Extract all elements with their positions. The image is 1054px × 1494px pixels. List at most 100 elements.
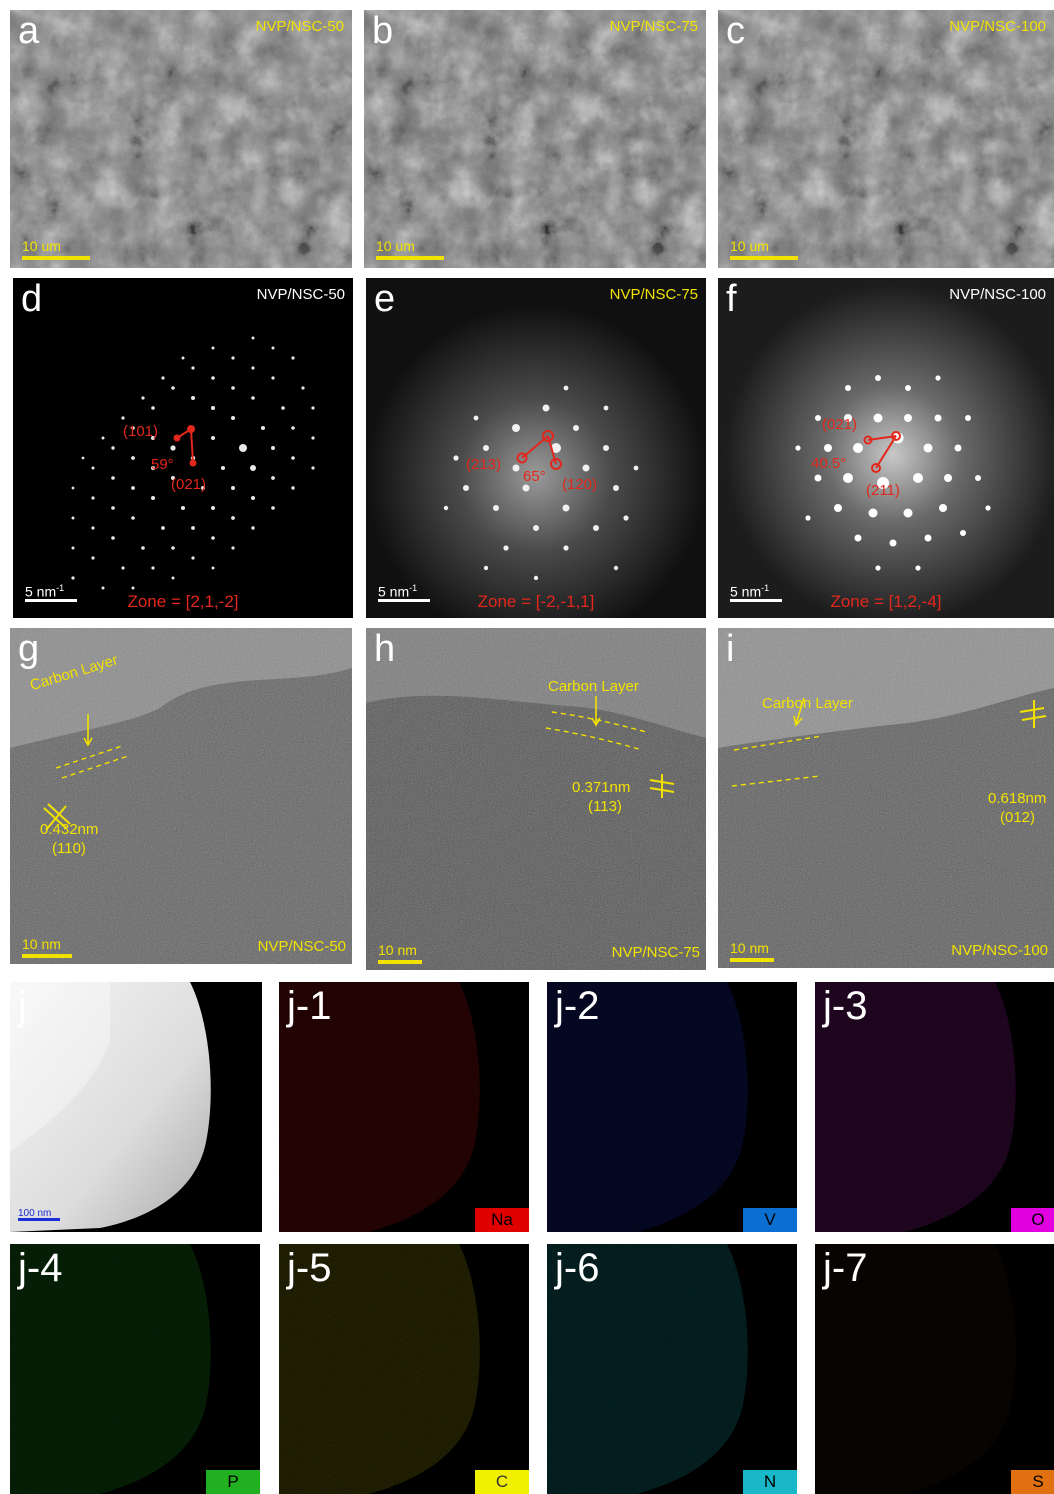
scale-bar-line: [730, 599, 782, 603]
diffraction-pattern-e: [366, 278, 706, 618]
panel-letter: d: [21, 278, 43, 320]
sample-label: NVP/NSC-75: [611, 944, 700, 961]
scale-label: 10 um: [376, 238, 415, 254]
panel-letter: c: [726, 10, 745, 52]
sample-label: NVP/NSC-100: [951, 942, 1048, 959]
sample-label: NVP/NSC-50: [256, 286, 345, 303]
scale-bar-line: [25, 599, 77, 603]
haadf-image: [10, 982, 262, 1232]
scale-bar: 10 nm: [378, 942, 422, 964]
lattice-plane-label: (113): [588, 798, 622, 815]
eds-map-2: j-2 V: [547, 982, 797, 1232]
saed-panel-f: f NVP/NSC-100 (021) 40.5° (211) 5 nm-1 Z…: [718, 278, 1054, 618]
carbon-layer-label: Carbon Layer: [762, 695, 853, 712]
panel-letter: h: [374, 628, 396, 670]
eds-map-6: j-6 N: [547, 1244, 797, 1494]
scale-bar: 5 nm-1: [378, 580, 430, 603]
sample-label: NVP/NSC-100: [949, 286, 1046, 303]
scale-bar-line: [18, 1218, 60, 1221]
element-map-image: [279, 982, 529, 1232]
hrtem-image-i: [718, 628, 1054, 968]
panel-letter: j-1: [287, 984, 332, 1028]
scale-bar-line: [376, 256, 444, 260]
angle-label: 59°: [151, 456, 174, 473]
panel-letter: j-7: [823, 1246, 868, 1290]
element-badge: C: [475, 1470, 529, 1494]
element-map-image: [815, 982, 1054, 1232]
panel-letter: f: [726, 278, 737, 320]
element-map-image: [279, 1244, 529, 1494]
scale-bar: 10 um: [376, 238, 444, 260]
spot-label-1: (021): [822, 416, 858, 433]
diffraction-pattern-d: [13, 278, 353, 618]
scale-label: 5 nm: [730, 584, 762, 600]
spot-label-2: (211): [866, 482, 900, 499]
angle-label: 65°: [523, 468, 546, 485]
scale-label: 10 um: [22, 238, 61, 254]
eds-map-7: j-7 S: [815, 1244, 1054, 1494]
element-badge: Na: [475, 1208, 529, 1232]
sem-image-b: [364, 10, 706, 268]
scale-bar: 100 nm: [18, 1206, 60, 1222]
element-badge: N: [743, 1470, 797, 1494]
scale-bar: 5 nm-1: [730, 580, 782, 603]
eds-map-3: j-3 O: [815, 982, 1054, 1232]
zone-axis-label: Zone = [1,2,-4]: [830, 592, 942, 611]
d-spacing-label: 0.618nm: [988, 790, 1047, 807]
element-map-image: [547, 1244, 797, 1494]
scale-label: 10 nm: [22, 936, 61, 952]
panel-letter: e: [374, 278, 396, 320]
sample-label: NVP/NSC-50: [255, 18, 344, 35]
eds-map-4: j-4 P: [10, 1244, 260, 1494]
d-spacing-label: 0.371nm: [572, 779, 631, 796]
sample-label: NVP/NSC-75: [609, 286, 698, 303]
element-map-image: [815, 1244, 1054, 1494]
element-map-image: [10, 1244, 260, 1494]
diffraction-pattern-f: [718, 278, 1054, 618]
scale-bar-line: [22, 256, 90, 260]
sem-panel-c: c NVP/NSC-100 10 um: [718, 10, 1054, 268]
sem-image-c: [718, 10, 1054, 268]
spot-label-2: (021): [171, 476, 207, 493]
saed-panel-d: d NVP/NSC-50 (101) 59° (021) 5 nm-1 Zone…: [13, 278, 353, 618]
spot-label-1: (213): [466, 456, 502, 473]
hrtem-panel-h: h Carbon Layer 0.371nm (113) 10 nm NVP/N…: [366, 628, 706, 970]
panel-letter: j-4: [18, 1246, 63, 1290]
panel-letter: j: [18, 984, 27, 1028]
scale-bar: 10 um: [730, 238, 798, 260]
panel-letter: a: [18, 10, 40, 52]
scale-bar-line: [378, 599, 430, 603]
scale-exponent: -1: [761, 583, 770, 594]
sample-label: NVP/NSC-50: [257, 938, 346, 955]
scale-bar: 5 nm-1: [25, 580, 77, 603]
scale-bar: 10 nm: [730, 940, 774, 962]
zone-axis-label: Zone = [2,1,-2]: [127, 592, 239, 611]
scale-label: 5 nm: [378, 584, 410, 600]
scale-bar-line: [730, 256, 798, 260]
scale-label: 10 nm: [378, 942, 417, 958]
scale-exponent: -1: [56, 583, 65, 594]
lattice-plane-label: (110): [52, 840, 86, 857]
panel-letter: j-3: [823, 984, 868, 1028]
hrtem-panel-g: g Carbon Layer 0.432nm (110) 10 nm NVP/N…: [10, 628, 352, 964]
hrtem-panel-i: i Carbon Layer 0.618nm (012) 10 nm NVP/N…: [718, 628, 1054, 968]
scale-label: 10 nm: [730, 940, 769, 956]
spot-label-1: (101): [123, 423, 159, 440]
panel-letter: j-2: [555, 984, 600, 1028]
saed-panel-e: e NVP/NSC-75 (213) 65° (120) 5 nm-1 Zone…: [366, 278, 706, 618]
scale-exponent: -1: [409, 583, 418, 594]
scale-bar-line: [22, 954, 72, 958]
spot-label-2: (120): [562, 476, 598, 493]
element-badge: S: [1011, 1470, 1054, 1494]
sem-image-a: [10, 10, 352, 268]
element-map-image: [547, 982, 797, 1232]
d-spacing-label: 0.432nm: [40, 821, 99, 838]
hrtem-image-g: [10, 628, 352, 964]
element-badge: V: [743, 1208, 797, 1232]
sample-label: NVP/NSC-75: [609, 18, 698, 35]
scale-bar: 10 um: [22, 238, 90, 260]
panel-letter: j-6: [555, 1246, 600, 1290]
angle-label: 40.5°: [811, 455, 847, 472]
hrtem-image-h: [366, 628, 706, 970]
sem-panel-a: a NVP/NSC-50 10 um: [10, 10, 352, 268]
